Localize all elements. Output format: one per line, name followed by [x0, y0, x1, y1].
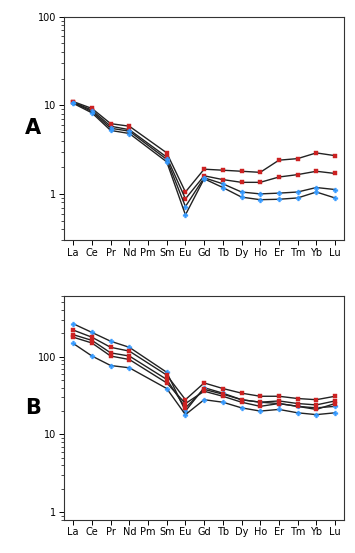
Text: B: B [24, 398, 40, 418]
Text: A: A [24, 118, 41, 138]
